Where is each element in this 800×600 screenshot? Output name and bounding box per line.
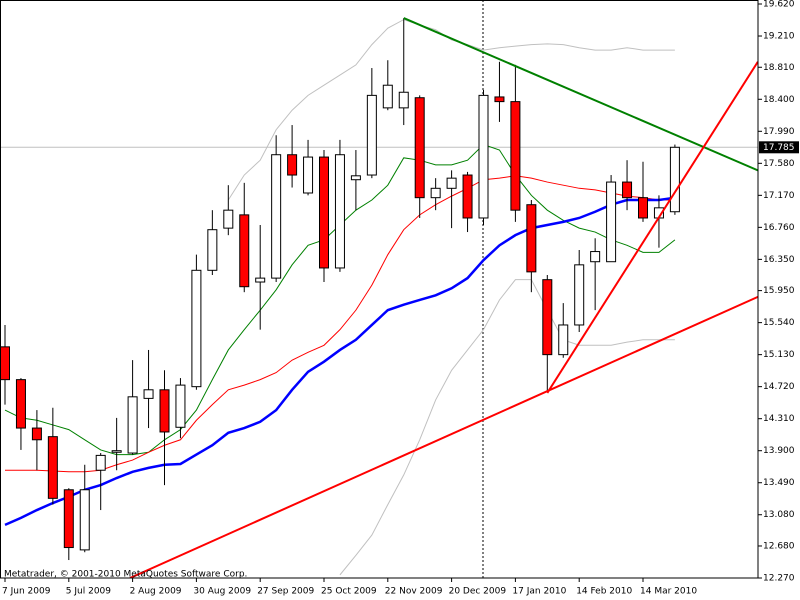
candle-body bbox=[638, 197, 648, 219]
candle-body bbox=[127, 396, 138, 454]
y-tick-label: 16.760 bbox=[763, 223, 795, 233]
candle-body bbox=[478, 94, 489, 219]
candle-body bbox=[622, 181, 633, 199]
candle-body bbox=[382, 84, 393, 109]
candle-body bbox=[574, 264, 585, 326]
y-tick-label: 17.170 bbox=[763, 191, 795, 201]
indicator-line bbox=[227, 19, 675, 201]
x-tick-label: 14 Feb 2010 bbox=[576, 587, 632, 597]
candle-body bbox=[31, 427, 42, 441]
candle-body bbox=[223, 209, 234, 229]
indicator-line bbox=[339, 279, 675, 576]
candle-body bbox=[398, 91, 409, 109]
candle-body bbox=[669, 146, 680, 213]
candle-body bbox=[175, 384, 186, 428]
candle-body bbox=[143, 389, 154, 399]
candle-body bbox=[95, 454, 106, 471]
x-tick-label: 27 Sep 2009 bbox=[257, 587, 314, 597]
y-tick-label: 15.130 bbox=[763, 350, 795, 360]
y-tick-label: 17.580 bbox=[763, 159, 795, 169]
candle-body bbox=[111, 450, 122, 453]
candle-body bbox=[494, 96, 505, 103]
y-tick-label: 14.310 bbox=[763, 414, 795, 424]
y-tick-label: 18.400 bbox=[763, 95, 795, 105]
candle-body bbox=[462, 174, 473, 219]
candle-body bbox=[542, 279, 553, 356]
candle-body bbox=[15, 379, 26, 429]
y-tick-label: 19.620 bbox=[763, 0, 795, 10]
current-price-box bbox=[759, 141, 799, 154]
candle-body bbox=[366, 94, 377, 176]
current-price-label: 17.785 bbox=[763, 143, 795, 153]
x-tick-label: 2 Aug 2009 bbox=[130, 587, 182, 597]
candle-body bbox=[255, 277, 266, 283]
y-tick-label: 12.270 bbox=[763, 574, 795, 584]
y-tick-label: 13.080 bbox=[763, 510, 795, 520]
y-tick-label: 15.540 bbox=[763, 318, 795, 328]
x-tick-label: 14 Mar 2010 bbox=[640, 587, 697, 597]
plot-area bbox=[0, 0, 758, 578]
x-tick-label: 25 Oct 2009 bbox=[321, 587, 377, 597]
candle-body bbox=[159, 389, 170, 433]
trendline bbox=[546, 61, 758, 394]
candle-body bbox=[207, 229, 218, 271]
candle-body bbox=[319, 156, 329, 269]
candle-body bbox=[510, 101, 521, 211]
x-tick-label: 17 Jan 2010 bbox=[512, 587, 566, 597]
y-tick-label: 19.210 bbox=[763, 32, 795, 42]
trendline bbox=[129, 295, 758, 578]
indicator-line bbox=[4, 196, 676, 527]
candle-body bbox=[414, 97, 425, 199]
candle-body bbox=[287, 154, 298, 176]
x-tick-label: 20 Dec 2009 bbox=[449, 587, 507, 597]
candle-body bbox=[606, 181, 617, 263]
candle-body bbox=[0, 346, 10, 381]
candle-body bbox=[271, 154, 282, 279]
candle-body bbox=[239, 214, 250, 288]
candle-body bbox=[63, 489, 74, 549]
candle-body bbox=[47, 436, 58, 499]
y-tick-label: 12.680 bbox=[763, 541, 795, 551]
candle-body bbox=[590, 251, 601, 263]
candle-body bbox=[191, 269, 202, 388]
y-tick-label: 15.950 bbox=[763, 286, 795, 296]
plot-border bbox=[0, 0, 759, 579]
candle-body bbox=[350, 175, 361, 181]
watermark: Metatrader, © 2001-2010 MetaQuotes Softw… bbox=[4, 570, 247, 580]
candle-body bbox=[430, 187, 441, 199]
y-tick-label: 13.900 bbox=[763, 446, 795, 456]
trendline bbox=[403, 17, 758, 172]
candle-body bbox=[303, 156, 314, 194]
candle-body bbox=[446, 177, 457, 189]
x-tick-label: 30 Aug 2009 bbox=[193, 587, 251, 597]
candle-body bbox=[558, 324, 569, 356]
y-tick-label: 16.350 bbox=[763, 255, 795, 265]
x-tick-label: 22 Nov 2009 bbox=[385, 587, 443, 597]
y-tick-label: 13.490 bbox=[763, 478, 795, 488]
y-tick-label: 18.810 bbox=[763, 63, 795, 73]
y-tick-label: 17.990 bbox=[763, 127, 795, 137]
candle-body bbox=[79, 489, 90, 551]
candle-body bbox=[334, 154, 345, 269]
x-tick-label: 7 Jun 2009 bbox=[2, 587, 51, 597]
candle-body bbox=[526, 204, 537, 273]
x-tick-label: 5 Jul 2009 bbox=[66, 587, 111, 597]
y-tick-label: 14.720 bbox=[763, 382, 795, 392]
